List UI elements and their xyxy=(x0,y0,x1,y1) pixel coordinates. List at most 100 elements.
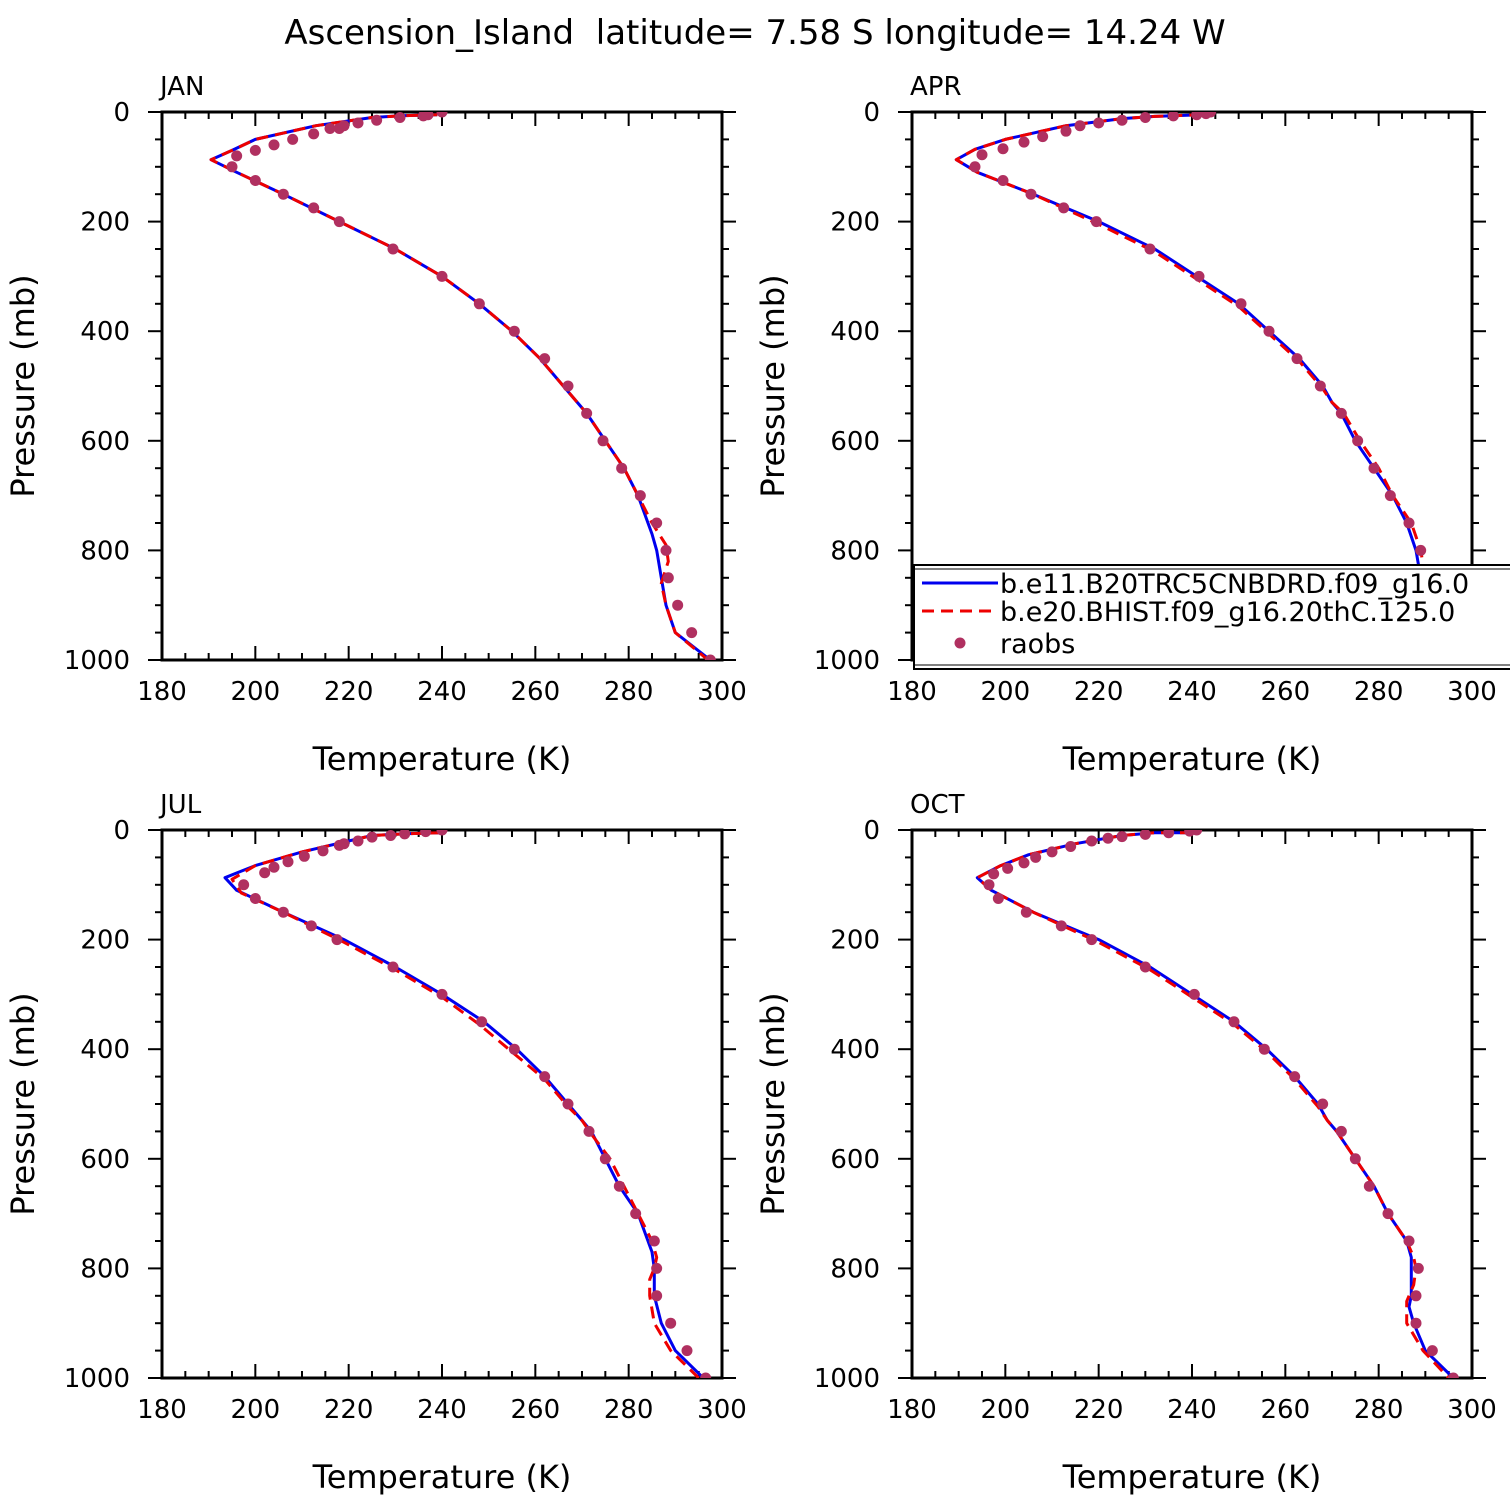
obs-point xyxy=(259,867,271,879)
x-tick-label: 180 xyxy=(887,1395,937,1425)
legend-entry: raobs xyxy=(1000,629,1075,660)
obs-point xyxy=(1144,243,1156,255)
y-tick-label: 0 xyxy=(113,98,130,128)
obs-point xyxy=(1335,407,1347,419)
obs-point xyxy=(1415,544,1427,556)
obs-point xyxy=(231,150,243,162)
obs-point xyxy=(352,835,364,847)
obs-point xyxy=(651,1262,663,1274)
x-tick-label: 260 xyxy=(1261,677,1311,707)
obs-point xyxy=(352,117,364,129)
obs-point xyxy=(1193,270,1205,282)
x-tick-label: 260 xyxy=(511,677,561,707)
obs-point xyxy=(287,133,299,145)
series-line-model2 xyxy=(975,831,1450,1378)
obs-point xyxy=(681,1345,693,1357)
obs-point xyxy=(1228,1016,1240,1028)
x-tick-label: 240 xyxy=(417,1395,467,1425)
obs-point xyxy=(1086,934,1098,946)
x-tick-label: 260 xyxy=(1261,1395,1311,1425)
obs-point xyxy=(1291,353,1303,365)
y-tick-label: 800 xyxy=(80,1254,130,1284)
x-tick-label: 240 xyxy=(1167,677,1217,707)
obs-point xyxy=(599,1153,611,1165)
obs-point xyxy=(662,572,674,584)
obs-point xyxy=(651,1290,663,1302)
obs-point xyxy=(371,114,383,126)
x-tick-label: 200 xyxy=(231,1395,281,1425)
y-tick-label: 600 xyxy=(80,427,130,457)
obs-point xyxy=(1188,988,1200,1000)
obs-point xyxy=(476,1016,488,1028)
y-axis-label: Pressure (mb) xyxy=(4,992,42,1215)
obs-point xyxy=(616,462,628,474)
obs-point xyxy=(1090,216,1102,228)
legend-entry: b.e11.B20TRC5CNBDRD.f09_g16.0 xyxy=(1000,569,1469,600)
obs-point xyxy=(992,893,1004,904)
obs-point xyxy=(686,627,698,639)
x-tick-label: 280 xyxy=(604,1395,654,1425)
obs-point xyxy=(648,1235,660,1247)
y-tick-label: 200 xyxy=(80,926,130,956)
obs-point xyxy=(331,934,343,946)
obs-point xyxy=(1058,202,1070,214)
obs-point xyxy=(1139,830,1151,840)
obs-point xyxy=(277,188,289,200)
x-axis-label: Temperature (K) xyxy=(1062,1458,1322,1496)
obs-point xyxy=(333,839,345,851)
x-tick-label: 200 xyxy=(981,1395,1031,1425)
obs-point xyxy=(1403,517,1415,529)
obs-point xyxy=(436,112,448,118)
panel-jul: 180 200 220 240 260 280 300 0 200 400 600 800 1000 Te… xyxy=(4,790,747,1496)
obs-point xyxy=(1317,1098,1329,1110)
obs-point xyxy=(436,988,448,1000)
obs-point xyxy=(976,149,988,161)
obs-point xyxy=(249,175,261,186)
obs-point xyxy=(1191,112,1203,121)
panel-label: JAN xyxy=(158,72,204,102)
obs-point xyxy=(473,298,485,310)
obs-point xyxy=(1314,380,1326,392)
obs-point xyxy=(1200,112,1212,120)
y-axis-label: Pressure (mb) xyxy=(754,274,792,497)
plot-frame xyxy=(160,110,724,662)
y-tick-label: 1000 xyxy=(64,646,130,676)
x-tick-label: 180 xyxy=(137,677,187,707)
y-tick-label: 1000 xyxy=(814,1364,880,1394)
obs-point xyxy=(1037,131,1049,143)
series-line-model1 xyxy=(223,831,705,1378)
x-tick-label: 280 xyxy=(1354,1395,1404,1425)
obs-point xyxy=(282,856,294,868)
x-tick-label: 240 xyxy=(1167,1395,1217,1425)
obs-point xyxy=(1116,831,1128,843)
y-tick-label: 0 xyxy=(863,98,880,128)
x-tick-label: 280 xyxy=(604,677,654,707)
obs-point xyxy=(983,879,995,891)
panel-label: APR xyxy=(910,72,962,102)
obs-point xyxy=(597,435,609,447)
x-axis-label: Temperature (K) xyxy=(312,740,572,778)
obs-point xyxy=(1074,120,1086,132)
y-tick-label: 1000 xyxy=(64,1364,130,1394)
y-tick-label: 200 xyxy=(830,926,880,956)
obs-point xyxy=(1116,114,1128,126)
plot-area xyxy=(975,830,1459,1378)
obs-point xyxy=(226,161,238,173)
x-tick-label: 200 xyxy=(981,677,1031,707)
panel-oct: 180 200 220 240 260 280 300 0 200 400 600 800 1000 Te… xyxy=(754,790,1497,1496)
y-axis-label: Pressure (mb) xyxy=(4,274,42,497)
x-tick-label: 260 xyxy=(511,1395,561,1425)
y-tick-label: 400 xyxy=(80,317,130,347)
obs-point xyxy=(1349,1153,1361,1165)
x-tick-label: 240 xyxy=(417,677,467,707)
obs-point xyxy=(1163,830,1175,839)
legend: b.e11.B20TRC5CNBDRD.f09_g16.0b.e20.BHIST… xyxy=(913,564,1510,670)
obs-point xyxy=(366,831,378,843)
obs-point xyxy=(436,270,448,282)
obs-point xyxy=(997,143,1009,155)
obs-point xyxy=(1412,1262,1424,1274)
x-tick-label: 300 xyxy=(697,1395,747,1425)
y-tick-label: 400 xyxy=(80,1035,130,1065)
obs-point xyxy=(399,830,411,840)
plot-area xyxy=(223,830,712,1378)
